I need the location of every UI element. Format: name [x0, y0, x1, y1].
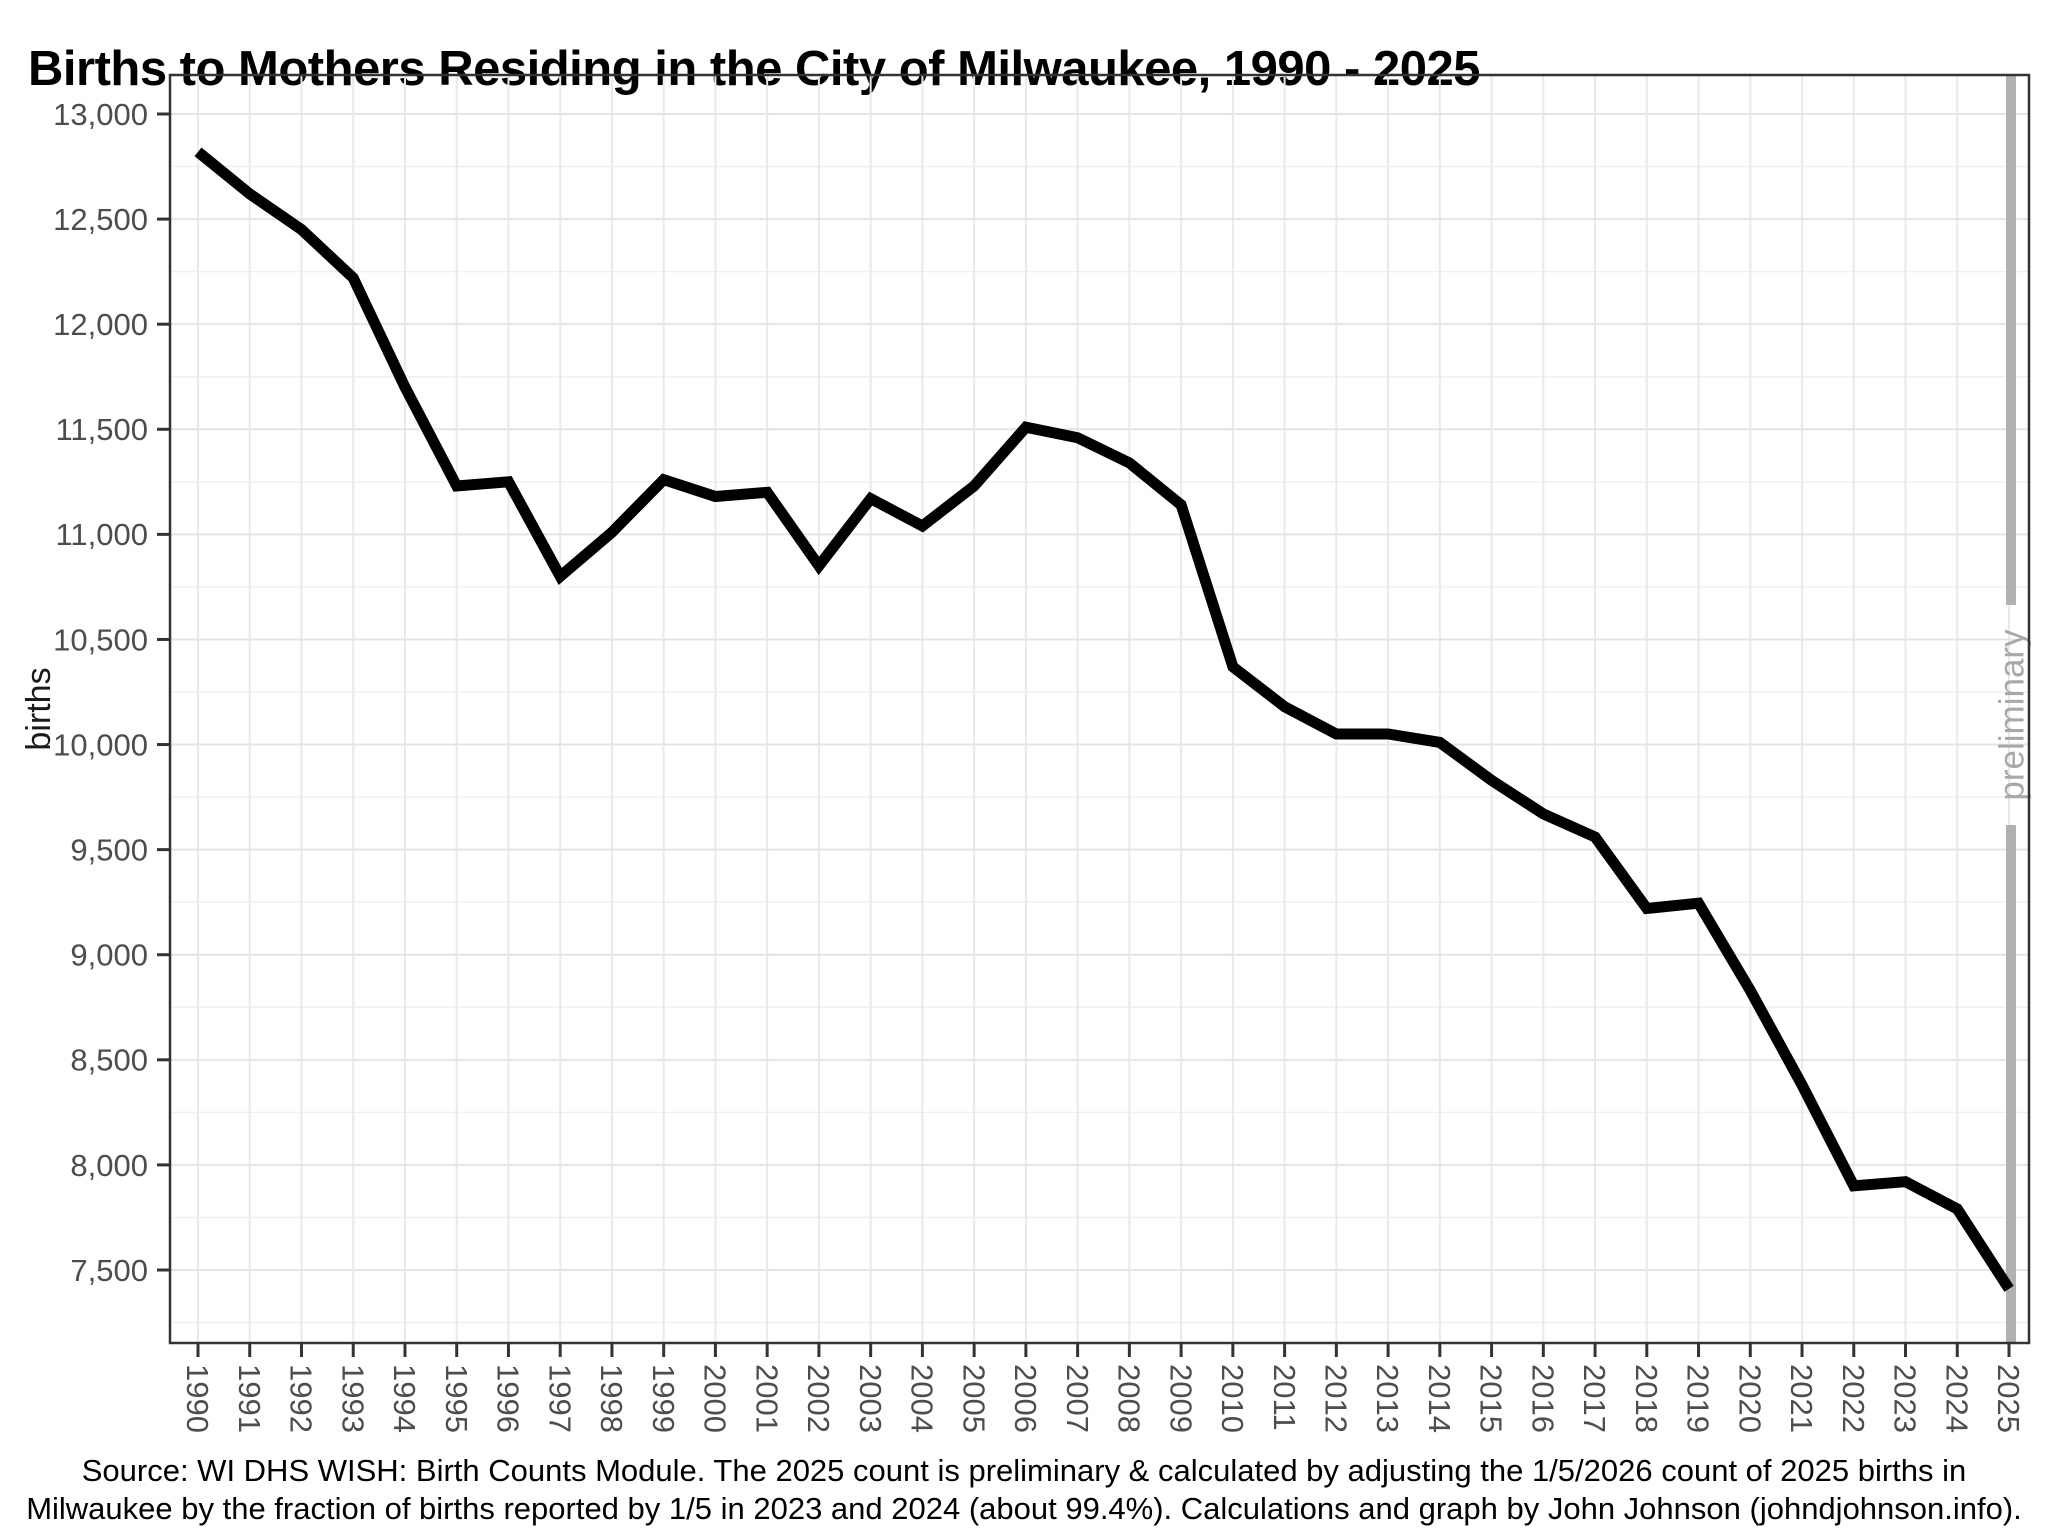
panel-border — [168, 73, 2031, 1345]
x-tick-label: 1993 — [335, 1364, 370, 1433]
x-tick-label: 2003 — [853, 1364, 888, 1433]
x-tick-label: 1998 — [594, 1364, 629, 1433]
x-tick-label: 2019 — [1681, 1364, 1716, 1433]
x-tick-label: 2022 — [1836, 1364, 1871, 1433]
x-tick-label: 2025 — [1991, 1364, 2026, 1433]
y-tick-label: 12,000 — [53, 307, 148, 342]
x-tick-label: 1990 — [180, 1364, 215, 1433]
caption-line-1: Source: WI DHS WISH: Birth Counts Module… — [81, 1453, 1967, 1488]
caption: Source: WI DHS WISH: Birth Counts Module… — [0, 1452, 2048, 1528]
x-tick-label: 2020 — [1732, 1364, 1767, 1433]
x-tick-label: 2023 — [1888, 1364, 1923, 1433]
x-tick-label: 2001 — [749, 1364, 784, 1433]
preliminary-label: preliminary — [1992, 629, 2031, 801]
x-tick-label: 1997 — [542, 1364, 577, 1433]
x-tick-label: 2005 — [956, 1364, 991, 1433]
x-tick-label: 1996 — [491, 1364, 526, 1433]
preliminary-band — [2006, 75, 2016, 605]
y-tick-label: 7,500 — [70, 1253, 148, 1288]
x-tick-label: 2013 — [1370, 1364, 1405, 1433]
y-tick-label: 12,500 — [53, 202, 148, 237]
x-tick-label: 2016 — [1525, 1364, 1560, 1433]
preliminary-band — [2006, 825, 2016, 1343]
x-tick-label: 2018 — [1629, 1364, 1664, 1433]
y-tick-label: 11,500 — [55, 412, 148, 447]
x-tick-label: 2000 — [698, 1364, 733, 1433]
y-tick-label: 9,500 — [70, 832, 148, 867]
x-tick-label: 2015 — [1474, 1364, 1509, 1433]
y-tick-label: 10,000 — [53, 727, 148, 762]
y-tick-label: 11,000 — [55, 517, 148, 552]
x-tick-label: 1999 — [646, 1364, 681, 1433]
x-tick-label: 2007 — [1060, 1364, 1095, 1433]
x-tick-label: 2010 — [1215, 1364, 1250, 1433]
x-tick-label: 2024 — [1939, 1364, 1974, 1433]
y-axis-title: births — [20, 667, 58, 750]
x-tick-label: 2011 — [1267, 1364, 1302, 1431]
x-tick-label: 2004 — [905, 1364, 940, 1433]
x-tick-label: 2008 — [1112, 1364, 1147, 1433]
y-tick-label: 9,000 — [70, 938, 148, 973]
y-tick-label: 8,000 — [70, 1148, 148, 1183]
x-tick-label: 2009 — [1163, 1364, 1198, 1433]
x-tick-label: 2002 — [801, 1364, 836, 1433]
x-tick-label: 1994 — [387, 1364, 422, 1433]
x-tick-label: 1992 — [284, 1364, 319, 1433]
x-tick-label: 2014 — [1422, 1364, 1457, 1433]
x-tick-label: 2012 — [1318, 1364, 1353, 1433]
y-tick-label: 10,500 — [53, 622, 148, 657]
x-tick-label: 2017 — [1577, 1364, 1612, 1433]
y-tick-label: 13,000 — [53, 97, 148, 132]
chart-title: Births to Mothers Residing in the City o… — [28, 41, 1480, 96]
caption-line-2: Milwaukee by the fraction of births repo… — [26, 1491, 2022, 1526]
x-tick-label: 2021 — [1784, 1364, 1819, 1433]
birth-trend-line — [194, 147, 2014, 1292]
x-tick-label: 1995 — [439, 1364, 474, 1433]
x-tick-label: 1991 — [232, 1364, 267, 1433]
y-tick-label: 8,500 — [70, 1043, 148, 1078]
x-tick-label: 2006 — [1008, 1364, 1043, 1433]
